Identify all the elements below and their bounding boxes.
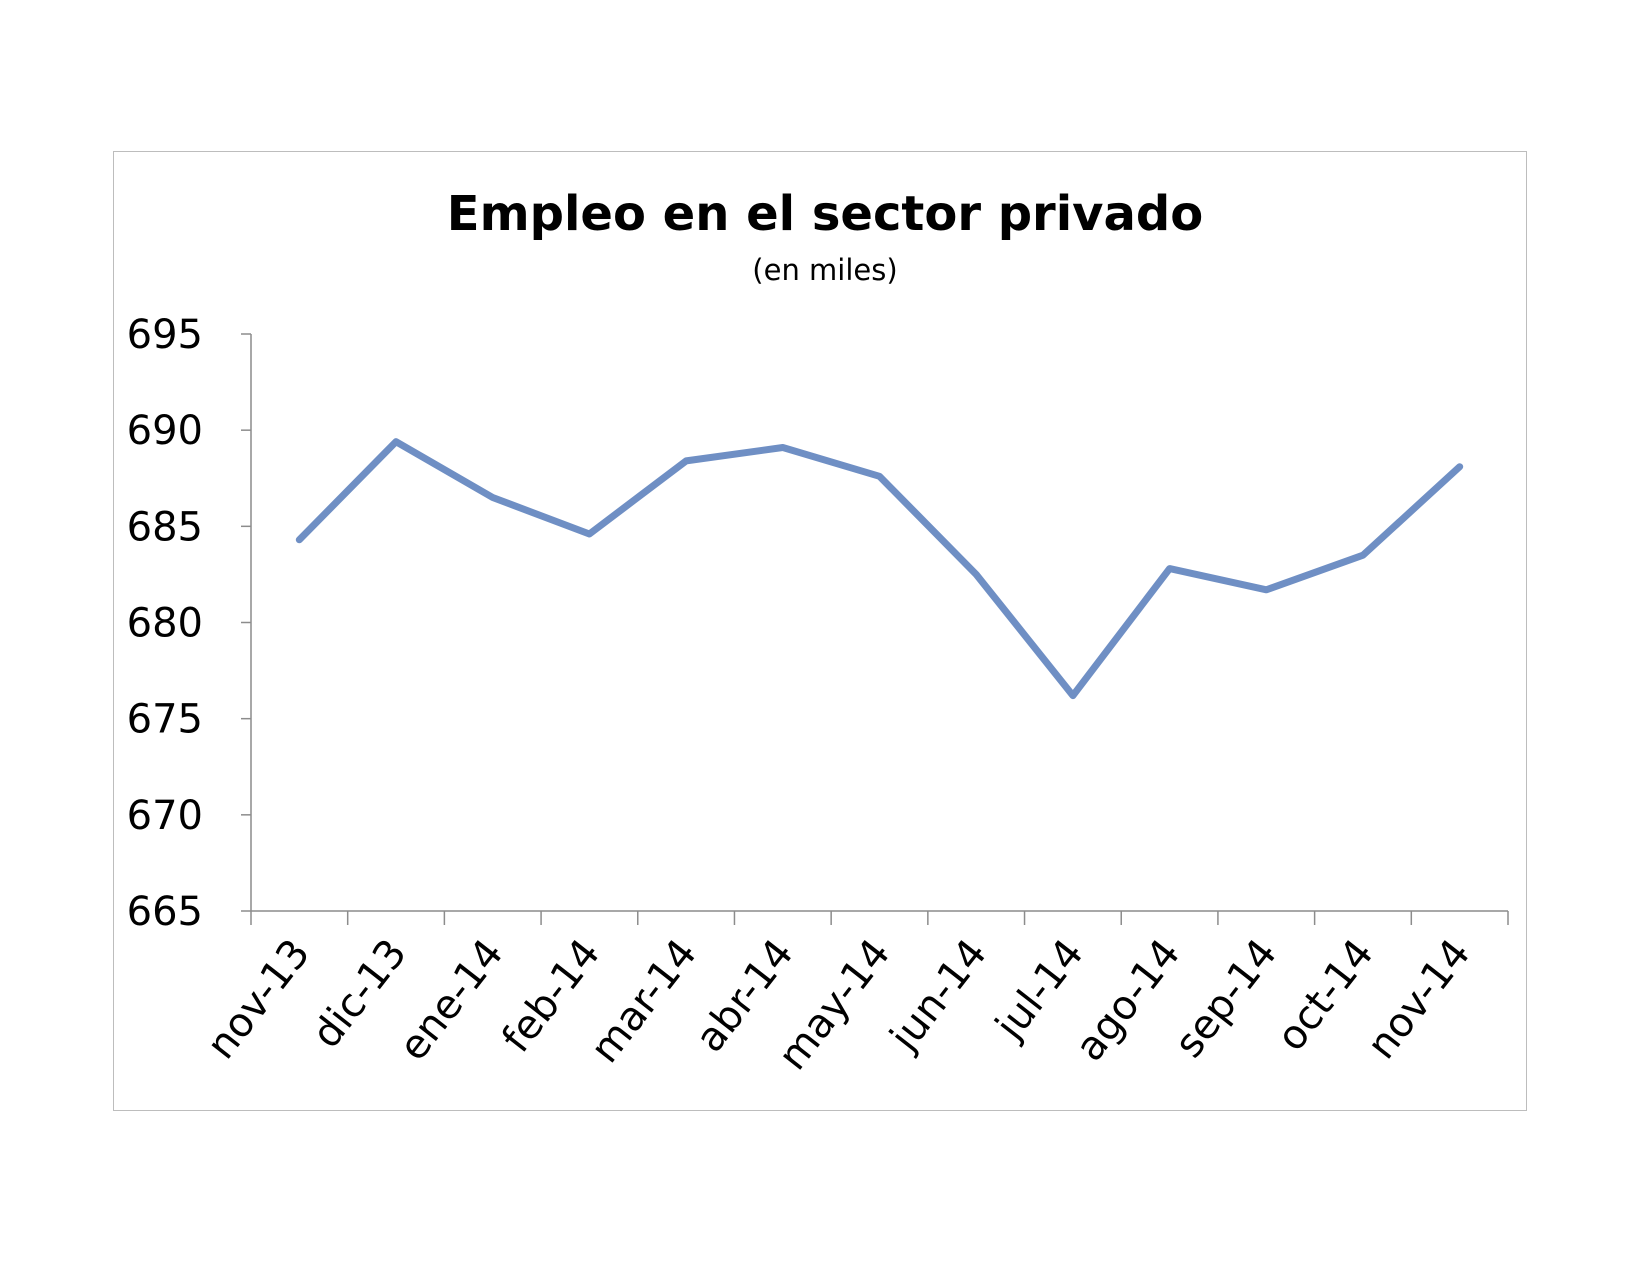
y-axis-ticks: 665 670 675 680 685 690 695 bbox=[127, 312, 251, 935]
data-point bbox=[587, 532, 592, 537]
x-tick-label: ago-14 bbox=[1067, 931, 1190, 1070]
data-point bbox=[1264, 587, 1269, 592]
y-tick-label: 665 bbox=[127, 889, 203, 935]
y-tick-label: 680 bbox=[127, 601, 203, 647]
series-group bbox=[295, 438, 1464, 700]
x-tick-label: sep-14 bbox=[1166, 931, 1286, 1067]
data-point bbox=[297, 537, 302, 542]
data-point bbox=[974, 572, 979, 577]
data-point bbox=[1360, 553, 1365, 558]
data-point bbox=[1457, 464, 1462, 469]
x-tick-label: nov-13 bbox=[198, 931, 319, 1068]
x-tick-label: ene-14 bbox=[390, 931, 512, 1070]
data-point bbox=[394, 439, 399, 444]
chart-frame bbox=[113, 151, 1527, 1111]
data-point bbox=[1167, 566, 1172, 571]
chart-title: Empleo en el sector privado bbox=[447, 186, 1203, 242]
x-tick-label: nov-14 bbox=[1358, 931, 1479, 1068]
data-point bbox=[684, 458, 689, 463]
x-axis-ticks: nov-13dic-13ene-14feb-14mar-14abr-14may-… bbox=[198, 911, 1509, 1079]
y-tick-label: 670 bbox=[127, 793, 203, 839]
data-point bbox=[1070, 693, 1075, 698]
data-point bbox=[490, 495, 495, 500]
chart-subtitle: (en miles) bbox=[752, 253, 897, 287]
axes bbox=[250, 334, 1508, 912]
y-tick-label: 675 bbox=[127, 697, 203, 743]
series-line bbox=[295, 438, 1464, 700]
y-tick-label: 690 bbox=[127, 408, 203, 454]
data-point bbox=[780, 445, 785, 450]
x-tick-label: mar-14 bbox=[582, 931, 706, 1072]
y-tick-label: 695 bbox=[127, 312, 203, 358]
data-point bbox=[877, 474, 882, 479]
y-tick-label: 685 bbox=[127, 504, 203, 550]
x-tick-label: jun-14 bbox=[881, 931, 996, 1060]
